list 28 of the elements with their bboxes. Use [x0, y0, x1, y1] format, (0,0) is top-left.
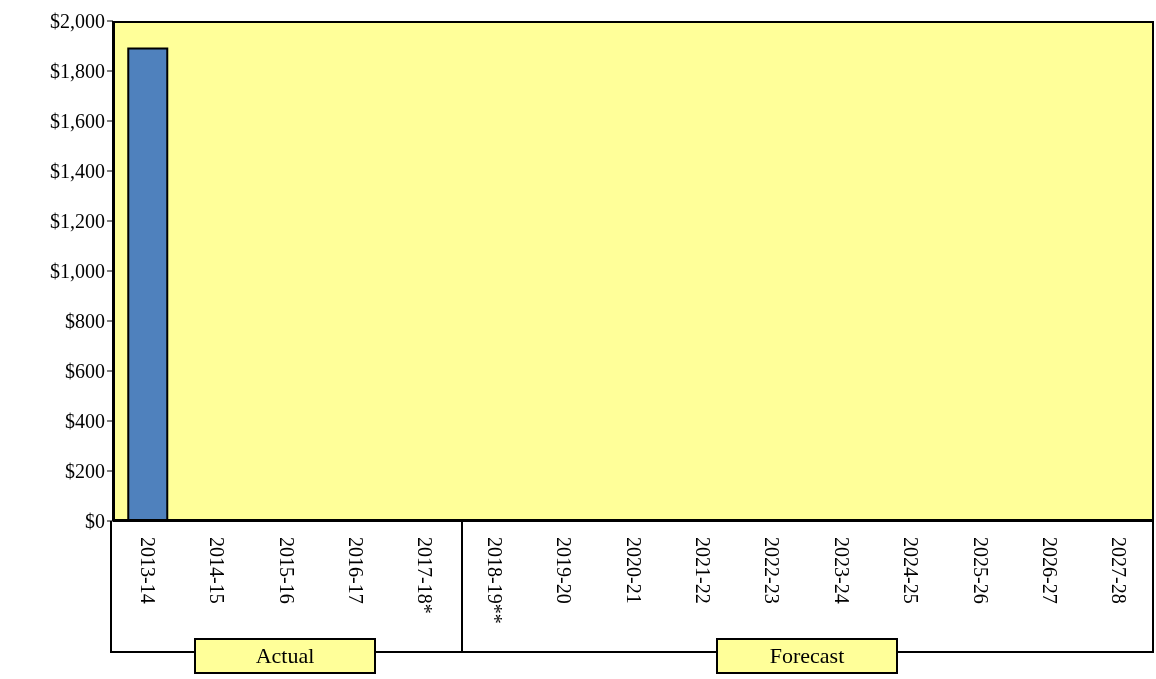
x-tick-label: 2015-16	[275, 537, 298, 604]
y-tick-label: $1,000	[50, 260, 105, 283]
y-tick-label: $800	[65, 310, 105, 333]
y-tick-label: $200	[65, 460, 105, 483]
y-tick-label: $0	[85, 510, 105, 533]
x-tick-label: 2018-19**	[483, 537, 506, 624]
x-tick-label: 2014-15	[206, 537, 229, 604]
x-tick-label: 2019-20	[553, 537, 576, 604]
y-tick-label: $1,600	[50, 110, 105, 133]
x-tick-label: 2013-14	[136, 537, 159, 604]
y-tick-label: $1,200	[50, 210, 105, 233]
y-tick-label: $400	[65, 410, 105, 433]
x-tick-label: 2022-23	[761, 537, 784, 604]
x-tick-label: 2020-21	[622, 537, 645, 604]
x-tick-label: 2021-22	[691, 537, 714, 604]
y-tick-label: $2,000	[50, 10, 105, 33]
x-tick-label: 2024-25	[900, 537, 923, 604]
x-tick-label: 2027-28	[1108, 537, 1131, 604]
x-tick-label: 2023-24	[830, 537, 853, 604]
y-tick-label: $600	[65, 360, 105, 383]
y-tick-label: $1,800	[50, 60, 105, 83]
text: Forecast	[716, 638, 898, 674]
x-tick-label: 2026-27	[1038, 537, 1061, 604]
y-tick-label: $1,400	[50, 160, 105, 183]
x-tick-label: 2016-17	[344, 537, 367, 604]
text: Actual	[194, 638, 376, 674]
x-tick-label: 2025-26	[969, 537, 992, 604]
x-tick-label: 2017-18*	[414, 537, 437, 614]
